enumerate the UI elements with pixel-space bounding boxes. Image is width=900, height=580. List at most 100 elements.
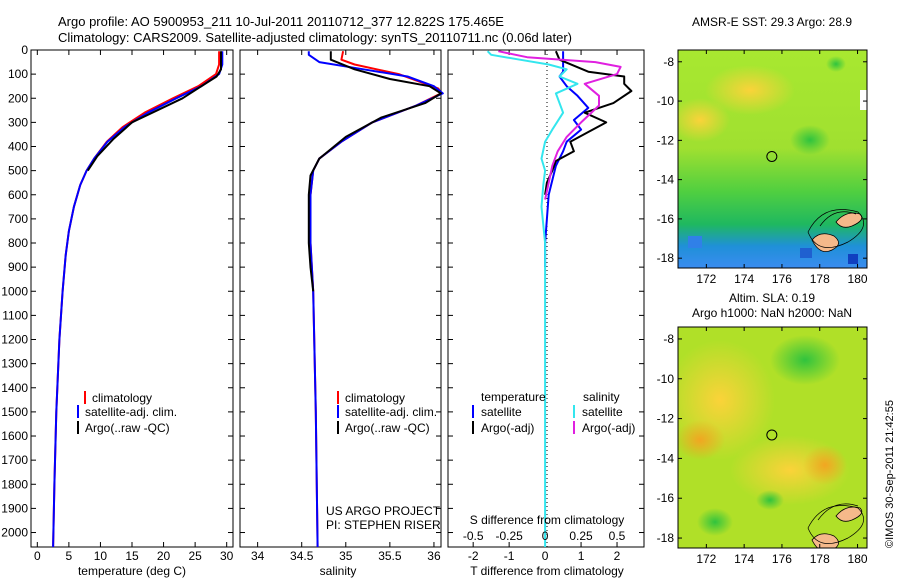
y-tick-label: -18: [657, 531, 675, 545]
y-tick-label: -16: [657, 491, 675, 505]
s-difference-tick-label: 0.5: [609, 529, 626, 543]
legend-label-satellite-adj: satellite-adj. clim.: [345, 405, 437, 419]
x-tick-label: 2: [614, 549, 621, 563]
sst-warm-patch: [678, 98, 730, 142]
sst-cold-pixel: [800, 248, 812, 258]
sla-low-patch: [697, 508, 733, 536]
x-tick-label: 178: [810, 272, 830, 286]
x-tick-label: 36: [427, 549, 441, 563]
salinity-series-lines: [307, 51, 444, 548]
y-tick-label: 400: [8, 140, 28, 154]
figure-header-line1: Argo profile: AO 5900953_211 10-Jul-2011…: [58, 14, 504, 29]
y-tick-label: 600: [8, 188, 28, 202]
sla-low-patch: [770, 335, 840, 385]
argo-float-position-marker: [766, 150, 778, 162]
temperature-axis-ticks: 0 5 10 15 20 25 30: [34, 49, 234, 563]
s-difference-label: S difference from climatology: [470, 513, 625, 527]
y-tick-label: 800: [8, 236, 28, 250]
x-tick-label: 34: [251, 549, 265, 563]
y-tick-label: -16: [657, 212, 675, 226]
y-tick-label: 2000: [1, 526, 28, 540]
x-tick-label: 20: [157, 549, 171, 563]
t-difference-xlabel: T difference from climatology: [470, 564, 624, 578]
y-tick-label: 1500: [1, 405, 28, 419]
sla-map-title-line1: Altim. SLA: 0.19: [729, 291, 815, 305]
bathymetry-contour: [817, 503, 859, 521]
argo-float-position-marker: [766, 429, 778, 441]
y-tick-label: -8: [663, 55, 674, 69]
temperature-legend: climatology satellite-adj. clim. Argo(..…: [77, 391, 177, 435]
y-tick-label: 300: [8, 115, 28, 129]
salinity-profile-panel: 34 34.5 35 35.5 36 salinity climatology sate…: [239, 49, 444, 578]
depth-axis-ticks: 0 100 200 300 400 500 600 700 800 900 1000 1100 1200…: [1, 43, 36, 540]
salinity-axis-ticks: 34 34.5 35 35.5 36: [240, 49, 441, 563]
x-tick-label: 176: [772, 552, 792, 566]
sst-cold-pixel: [688, 236, 702, 248]
x-tick-label: 1: [578, 549, 585, 563]
sst-warm-patch: [705, 65, 795, 115]
sst-map-panel: AMSR-E SST: 29.3 Argo: 28.9 172 174 176 178…: [657, 15, 868, 286]
y-tick-label: -12: [657, 412, 675, 426]
figure-header-line2: Climatology: CARS2009. Satellite-adjuste…: [58, 30, 572, 45]
x-tick-label: 5: [66, 549, 73, 563]
s-difference-tick-label: 0.25: [569, 529, 593, 543]
x-tick-label: 0: [34, 549, 41, 563]
legend-label-argo: Argo(..raw -QC): [85, 421, 170, 435]
salinity-legend: climatology satellite-adj. clim. Argo(..…: [337, 391, 437, 435]
sla-heatmap: [678, 327, 867, 548]
sla-map-title-line2: Argo h1000: NaN h2000: NaN: [692, 306, 852, 320]
y-tick-label: -12: [657, 133, 675, 147]
y-tick-label: 1700: [1, 453, 28, 467]
y-tick-label: 700: [8, 212, 28, 226]
y-tick-label: 900: [8, 260, 28, 274]
y-tick-label: 1800: [1, 477, 28, 491]
salinity-plot-frame: [239, 49, 442, 548]
y-tick-label: 0: [21, 43, 28, 57]
y-tick-label: 1100: [2, 308, 28, 322]
sst-heatmap: [678, 50, 867, 268]
y-tick-label: -14: [657, 451, 675, 465]
legend-label-s-satellite: satellite: [582, 405, 623, 419]
sla-map-axis-ticks: 172 174 176 178 180 -8 -10 -12 -14 -16 -18: [657, 327, 868, 566]
difference-series-lines: [486, 50, 633, 547]
sla-high-patch: [803, 445, 847, 485]
x-tick-label: 180: [848, 552, 868, 566]
x-tick-label: 35.5: [378, 549, 402, 563]
sst-cool-patch: [826, 56, 846, 72]
series-line-argo-raw-qc: [86, 51, 222, 172]
y-tick-label: 1000: [1, 284, 28, 298]
temperature-xlabel: temperature (deg C): [78, 564, 186, 578]
difference-legend: temperature salinity satellite Argo(-adj…: [472, 390, 635, 435]
series-line-argo-raw-qc: [307, 51, 442, 292]
sst-map-frame: [677, 49, 868, 269]
y-tick-label: -18: [657, 251, 675, 265]
sst-cool-patch: [790, 125, 830, 155]
y-tick-label: 200: [8, 91, 28, 105]
legend-label-argo: Argo(..raw -QC): [345, 421, 430, 435]
x-tick-label: 0: [542, 549, 549, 563]
legend-label-climatology: climatology: [345, 391, 405, 405]
y-tick-label: -10: [657, 372, 675, 386]
legend-label-s-argo: Argo(-adj): [582, 421, 635, 435]
x-tick-label: -2: [468, 549, 479, 563]
y-tick-label: 1400: [1, 381, 28, 395]
timestamp-label: ©IMOS 30-Sep-2011 21:42:55: [884, 400, 896, 548]
y-tick-label: 1200: [1, 333, 28, 347]
x-tick-label: 10: [94, 549, 108, 563]
temperature-plot-frame: [30, 49, 234, 548]
legend-label-climatology: climatology: [92, 391, 152, 405]
s-difference-tick-label: -0.5: [463, 529, 484, 543]
x-tick-label: 176: [772, 272, 792, 286]
y-tick-label: 100: [8, 67, 28, 81]
y-tick-label: 500: [8, 164, 28, 178]
sla-high-patch: [678, 420, 725, 460]
x-tick-label: 34.5: [290, 549, 314, 563]
pi-credit: PI: STEPHEN RISER: [326, 518, 441, 532]
legend-label-t-satellite: satellite: [481, 405, 522, 419]
y-tick-label: -8: [663, 332, 674, 346]
temperature-series-lines: [52, 51, 224, 548]
y-tick-label: 1300: [1, 357, 28, 371]
x-tick-label: 35: [339, 549, 353, 563]
sst-map-title: AMSR-E SST: 29.3 Argo: 28.9: [692, 15, 852, 29]
